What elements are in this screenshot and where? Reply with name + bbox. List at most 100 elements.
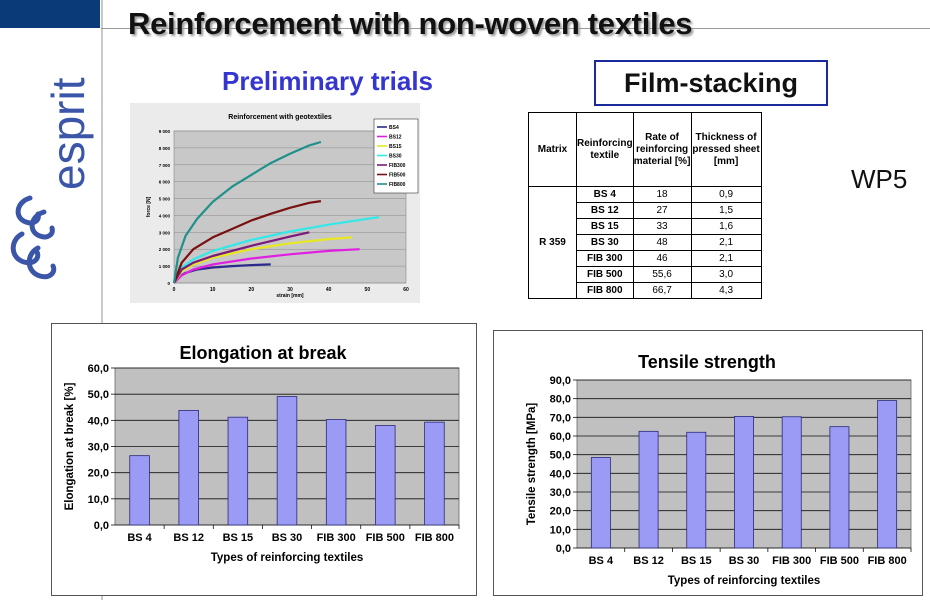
logo-wordmark: esprit — [42, 77, 94, 190]
x-tick-label: FIB 500 — [820, 555, 859, 567]
y-tick-label: 60,0 — [88, 363, 109, 375]
slide-title: Reinforcement with non-woven textiles — [128, 6, 693, 41]
y-tick-label: 90,0 — [550, 375, 571, 387]
y-tick-label: 10,0 — [550, 524, 571, 536]
bar-bs-30 — [276, 396, 298, 526]
legend-label: BS12 — [389, 135, 402, 141]
cell-textile: FIB 800 — [576, 282, 634, 299]
y-tick-label: 5 000 — [159, 197, 171, 202]
table-row: BS 15 33 1,6 — [529, 218, 762, 235]
cell-rate: 33 — [632, 218, 692, 235]
x-tick-label: 50 — [365, 287, 371, 293]
work-package-label: WP5 — [851, 164, 908, 194]
cell-textile: BS 4 — [576, 186, 634, 203]
legend-label: FIB800 — [389, 182, 406, 188]
cell-rate: 46 — [632, 250, 692, 267]
table-row: FIB 800 66,7 4,3 — [529, 282, 762, 299]
film-stacking-table: Matrix Reinforcing textile Rate of reinf… — [528, 112, 762, 299]
y-tick-label: 8 000 — [159, 146, 171, 151]
subtitle-film-stacking: Film-stacking — [623, 67, 799, 98]
cell-rate: 27 — [632, 202, 692, 219]
x-tick-label: BS 4 — [589, 555, 614, 567]
y-tick-label: 50,0 — [88, 389, 109, 401]
x-tick-label: 40 — [326, 287, 332, 293]
bar-bs-30 — [734, 416, 754, 549]
cell-textile: FIB 300 — [576, 250, 634, 267]
legend-label: FIB500 — [389, 173, 406, 179]
y-tick-label: 2 000 — [159, 247, 171, 252]
y-tick-label: 70,0 — [550, 412, 571, 424]
esprit-logo: esprit — [10, 77, 94, 280]
y-tick-label: 10,0 — [88, 494, 109, 506]
x-tick-label: BS 15 — [223, 532, 254, 544]
bar-fib-300 — [781, 416, 802, 549]
bar-bs-15 — [227, 416, 249, 526]
y-tick-label: 0,0 — [94, 520, 109, 532]
y-tick-label: 20,0 — [88, 468, 109, 480]
cell-rate: 48 — [632, 234, 692, 251]
y-tick-label: 30,0 — [88, 442, 109, 454]
cell-thickness: 0,9 — [690, 186, 762, 203]
header-accent-bar — [0, 0, 100, 28]
cell-textile: FIB 500 — [576, 266, 634, 283]
x-axis-label: Types of reinforcing textiles — [211, 552, 364, 564]
cell-textile: BS 30 — [576, 234, 634, 251]
x-tick-label: 10 — [210, 287, 216, 293]
subtitle-preliminary-trials: Preliminary trials — [222, 66, 433, 96]
subtitle-film-stacking-box: Film-stacking — [594, 60, 828, 106]
y-tick-label: 4 000 — [159, 213, 171, 218]
x-tick-label: BS 30 — [729, 555, 760, 567]
logo-swirl-icon — [10, 195, 57, 280]
y-tick-label: 0 — [167, 281, 170, 286]
x-tick-label: FIB 500 — [366, 532, 405, 544]
series-line-BS12 — [173, 248, 360, 284]
y-tick-label: 50,0 — [550, 450, 571, 462]
horizontal-rule — [101, 28, 930, 29]
y-tick-label: 40,0 — [88, 415, 109, 427]
y-tick-label: 80,0 — [550, 394, 571, 406]
bar-bs-12 — [178, 409, 199, 526]
x-tick-label: 20 — [249, 287, 255, 293]
bar-fib-800 — [424, 421, 445, 526]
bar-fib-500 — [829, 426, 850, 549]
bar-bs-15 — [686, 431, 707, 549]
chart-title: Elongation at break — [179, 343, 347, 363]
table-row: FIB 500 55,6 3,0 — [529, 266, 762, 283]
x-tick-label: 30 — [287, 287, 293, 293]
x-tick-label: FIB 300 — [772, 555, 811, 567]
legend-label: BS15 — [389, 144, 402, 150]
header-matrix: Matrix — [528, 112, 577, 187]
x-tick-label: FIB 800 — [868, 555, 907, 567]
cell-rate: 66,7 — [632, 282, 692, 299]
bar-fib-800 — [877, 400, 898, 549]
y-tick-label: 60,0 — [550, 431, 571, 443]
y-tick-label: 20,0 — [550, 506, 571, 518]
vertical-rule — [101, 0, 103, 600]
y-tick-label: 3 000 — [159, 230, 171, 235]
y-tick-label: 40,0 — [550, 468, 571, 480]
y-tick-label: 0,0 — [556, 543, 571, 555]
x-tick-label: BS 4 — [127, 532, 152, 544]
series-line-BS30 — [173, 216, 380, 284]
series-line-FIB500 — [172, 200, 322, 284]
header-thickness: Thickness of pressed sheet [mm] — [690, 112, 762, 187]
cell-textile: BS 15 — [576, 218, 634, 235]
y-tick-label: 6 000 — [159, 180, 171, 185]
x-tick-label: FIB 300 — [317, 532, 356, 544]
cell-rate: 18 — [632, 186, 692, 203]
bar-bs-12 — [638, 430, 659, 549]
bar-fib-500 — [375, 425, 396, 526]
header-rate: Rate of reinforcing material [%] — [632, 112, 692, 187]
tensile-bar-chart: 0,0 10,0 20,0 30,0 40,0 50,0 60,0 70,0 80,0 90,0 B… — [493, 330, 923, 596]
cell-thickness: 1,5 — [690, 202, 762, 219]
bar-fib-300 — [325, 419, 347, 526]
y-tick-label: 1 000 — [159, 264, 171, 269]
x-tick-label: 0 — [173, 287, 176, 293]
chart-title: Reinforcement with geotextiles — [228, 114, 332, 121]
cell-thickness: 3,0 — [690, 266, 762, 283]
series-line-FIB800 — [172, 140, 322, 284]
y-tick-label: 9 000 — [159, 129, 171, 134]
x-tick-label: FIB 800 — [415, 532, 454, 544]
cell-thickness: 4,3 — [690, 282, 762, 299]
x-tick-label: BS 12 — [173, 532, 204, 544]
